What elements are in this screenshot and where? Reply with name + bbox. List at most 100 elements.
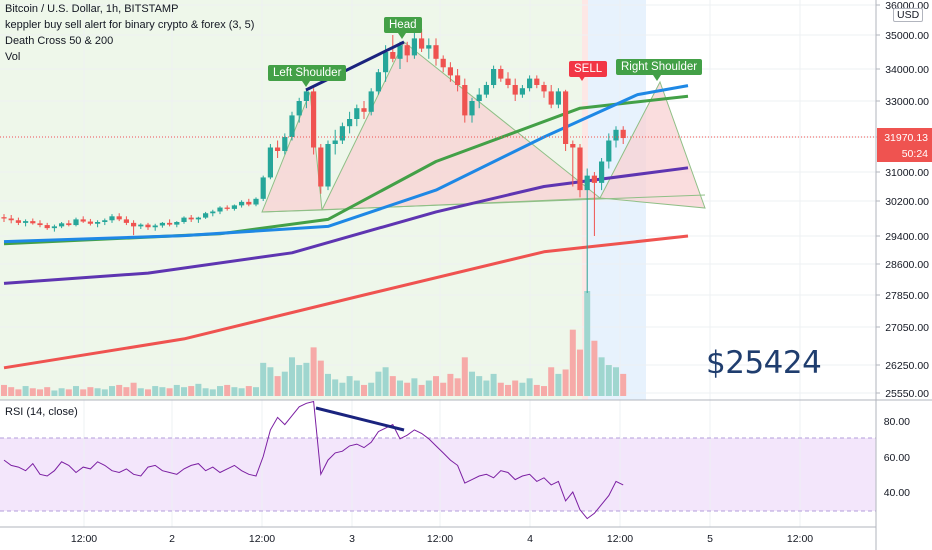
candle [534,75,540,89]
time-tick-label: 2 [169,533,175,545]
candle [231,204,237,211]
volume-bar [397,380,403,396]
candle [563,89,569,151]
time-axis[interactable]: 12:00 2 12:00 3 12:00 4 12:00 5 12:00 [71,533,813,545]
candle [282,133,288,155]
current-price-tag [877,128,932,162]
volume-bar [29,388,36,396]
volume-bar [267,367,274,396]
candle [167,219,173,227]
candle-body [246,201,252,205]
price-axis[interactable]: 36000.0035000.0034000.0033000.0032000.00… [876,0,929,400]
volume-bar [497,382,504,396]
volume-bar [94,388,101,396]
price-tick-label: 26250.00 [885,360,929,372]
candle [347,111,353,134]
candle-body [584,175,590,191]
volume-bar [73,386,79,396]
candle [253,197,259,207]
candle [203,211,209,219]
candle-body [131,222,137,227]
candle-body [505,78,511,85]
candle-body [15,220,21,223]
candle [181,216,187,224]
volume-bar [483,380,490,396]
candle-body [44,225,50,229]
volume-bar [166,388,173,396]
candle-body [332,140,338,144]
indicator-label-keppler[interactable]: keppler buy sell alert for binary crypto… [5,19,255,31]
candle [217,206,223,215]
candle-body [397,45,403,59]
candle [303,89,309,109]
candle-body [267,147,273,178]
volume-bar [591,340,598,396]
volume-bar [433,376,439,396]
candle [131,220,137,236]
rsi-axis[interactable]: 80.00 60.00 40.00 [884,416,910,499]
candle-body [347,119,353,127]
candle-body [541,85,547,92]
candle-body [339,126,345,141]
candle-body [534,78,540,85]
price-tick-label: 25550.00 [885,388,929,400]
indicator-label-death-cross[interactable]: Death Cross 50 & 200 [5,35,114,47]
price-tick-label: 34000.00 [885,64,929,76]
volume-bar [425,380,432,396]
volume-bar [87,387,94,396]
chart-title[interactable]: Bitcoin / U.S. Dollar, 1h, BITSTAMP [5,3,179,15]
candle-body [159,222,165,226]
volume-bar [195,383,202,396]
candle [123,216,129,226]
currency-label[interactable]: USD [893,8,924,22]
price-tick-label: 27850.00 [885,290,929,302]
candle [1,214,7,222]
candle-body [419,38,425,49]
candle-body [102,220,108,222]
time-tick-label: 12:00 [71,533,97,545]
candle [476,88,482,109]
volume-bar [51,390,58,396]
volume-bar [389,376,396,396]
volume-bar [145,389,151,396]
candle [289,111,295,141]
rsi-divergence-line [315,406,405,432]
rsi-indicator-label[interactable]: RSI (14, close) [5,406,78,418]
candle [620,126,626,144]
volume-bars [1,291,627,396]
candle [447,62,453,82]
candle-body [606,140,612,162]
volume-bar [411,378,418,396]
volume-bar [101,389,108,396]
candle-body [411,38,417,56]
indicator-label-volume[interactable]: Vol [5,51,21,63]
candle [59,222,65,229]
volume-bar [569,329,576,396]
candle-body [59,223,65,227]
right-shoulder-tag-arrow [653,75,661,81]
volume-bar [8,387,15,396]
candle [195,216,201,223]
candle [260,175,266,201]
candle [116,213,122,222]
candle-body [296,101,302,116]
candle [375,69,381,95]
candle-body [555,91,561,105]
volume-bar [512,380,519,396]
candle-body [116,216,122,220]
candle [332,129,338,155]
volume-bar [454,378,461,396]
candle-body [188,217,194,220]
candle [159,222,165,228]
volume-bar [404,382,411,396]
candle-body [548,91,554,105]
candle-body [455,75,461,85]
volume-bar [605,365,612,396]
volume-bar [548,367,555,396]
price-tick-label: 27050.00 [885,322,929,334]
candle [440,55,446,73]
candle [246,198,252,207]
volume-bar [37,389,43,396]
volume-bar [260,362,267,396]
